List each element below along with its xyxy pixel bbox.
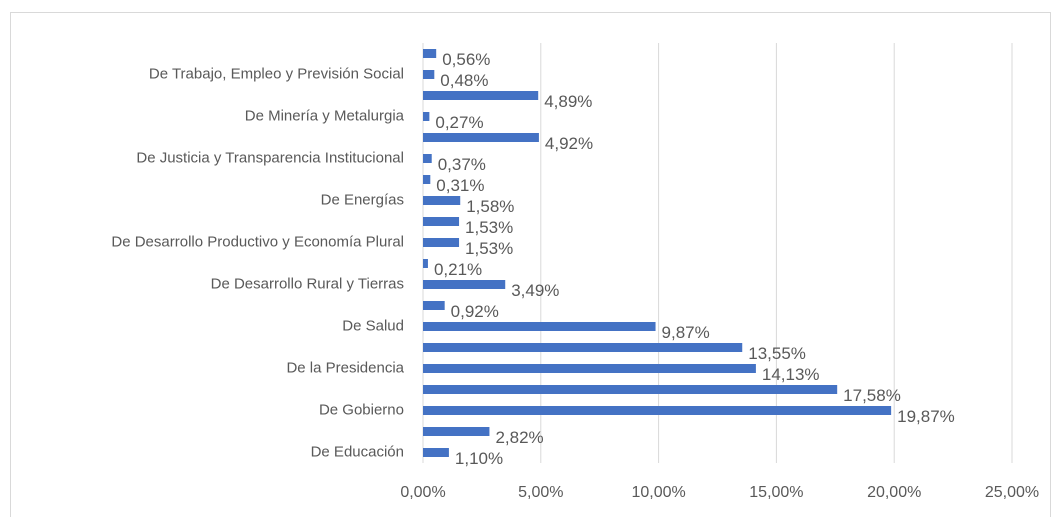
- y-tick-label: De Desarrollo Productivo y Economía Plur…: [111, 233, 404, 250]
- bar: [423, 385, 838, 394]
- data-label: 0,21%: [434, 260, 482, 279]
- data-label: 1,53%: [465, 218, 513, 237]
- data-label: 1,10%: [455, 449, 503, 468]
- bar: [423, 364, 756, 373]
- x-tick-label: 15,00%: [749, 484, 803, 501]
- bar: [423, 217, 460, 226]
- x-tick-label: 5,00%: [518, 484, 563, 501]
- data-label: 0,27%: [435, 113, 483, 132]
- data-label: 13,55%: [748, 344, 806, 363]
- bar: [423, 70, 435, 79]
- y-tick-label: De Salud: [342, 317, 404, 334]
- bar: [423, 154, 432, 163]
- bar: [423, 112, 430, 121]
- data-label: 2,82%: [495, 428, 543, 447]
- y-tick-label: De Desarrollo Rural y Tierras: [211, 275, 404, 292]
- y-tick-label: De Trabajo, Empleo y Previsión Social: [149, 65, 404, 82]
- bar: [423, 448, 449, 457]
- bar: [423, 259, 428, 268]
- y-tick-label: De Educación: [311, 443, 404, 460]
- bar: [423, 343, 743, 352]
- y-tick-label: De Gobierno: [319, 401, 404, 418]
- y-tick-label: De Justicia y Transparencia Instituciona…: [136, 149, 404, 166]
- bar: [423, 280, 506, 289]
- data-label: 1,53%: [465, 239, 513, 258]
- data-label: 0,92%: [451, 302, 499, 321]
- y-tick-label: De Minería y Metalurgia: [245, 107, 405, 124]
- bar: [423, 322, 656, 331]
- data-label: 0,31%: [436, 176, 484, 195]
- data-label: 4,92%: [545, 134, 593, 153]
- bar: [423, 175, 431, 184]
- y-tick-label: De Energías: [321, 191, 404, 208]
- x-tick-label: 10,00%: [631, 484, 685, 501]
- data-label: 17,58%: [843, 386, 901, 405]
- x-tick-label: 0,00%: [400, 484, 445, 501]
- bar: [423, 427, 490, 436]
- x-tick-label: 20,00%: [867, 484, 921, 501]
- bar: [423, 49, 437, 58]
- x-tick-label: 25,00%: [985, 484, 1039, 501]
- data-label: 3,49%: [511, 281, 559, 300]
- bar: [423, 301, 445, 310]
- bar: [423, 196, 461, 205]
- data-label: 1,58%: [466, 197, 514, 216]
- bar: [423, 91, 539, 100]
- y-tick-label: De la Presidencia: [286, 359, 404, 376]
- data-label: 0,48%: [440, 71, 488, 90]
- data-label: 14,13%: [762, 365, 820, 384]
- data-label: 4,89%: [544, 92, 592, 111]
- bar: [423, 238, 460, 247]
- data-label: 19,87%: [897, 407, 955, 426]
- data-label: 0,56%: [442, 50, 490, 69]
- bar: [423, 406, 892, 415]
- bar: [423, 133, 539, 142]
- data-label: 9,87%: [662, 323, 710, 342]
- data-label: 0,37%: [438, 155, 486, 174]
